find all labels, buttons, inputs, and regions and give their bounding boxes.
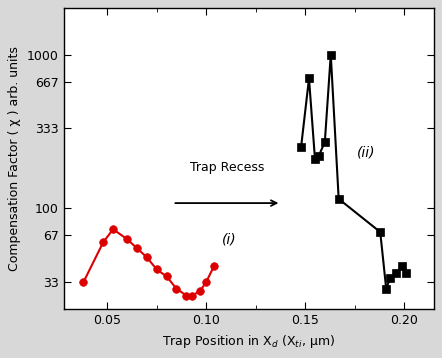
Y-axis label: Compensation Factor ( χ ) arb. units: Compensation Factor ( χ ) arb. units [8,46,21,271]
Text: (i): (i) [222,232,236,246]
Text: (ii): (ii) [357,146,375,160]
X-axis label: Trap Position in X$_d$ (X$_{ti}$, μm): Trap Position in X$_d$ (X$_{ti}$, μm) [162,333,335,350]
Text: Trap Recess: Trap Recess [190,161,264,174]
